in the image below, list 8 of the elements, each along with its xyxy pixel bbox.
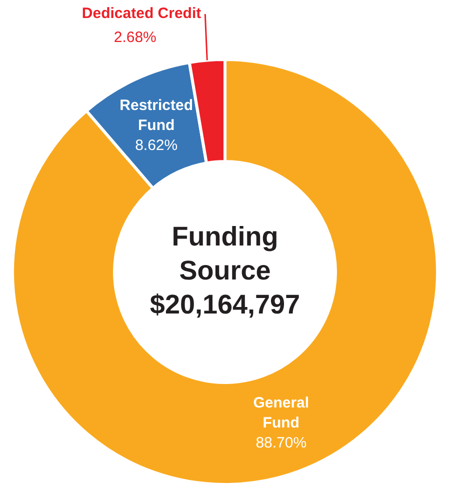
data-label: 88.70%: [256, 434, 307, 452]
text: Funding Source: [172, 221, 278, 286]
text: $20,164,797: [150, 289, 300, 320]
slice-label: Dedicated Credit: [82, 5, 202, 22]
data-label: 2.68%: [114, 29, 156, 46]
slice-label: General Fund: [253, 394, 310, 432]
data-label: 8.62%: [135, 136, 178, 154]
slice-label: Restricted Fund: [120, 96, 194, 134]
